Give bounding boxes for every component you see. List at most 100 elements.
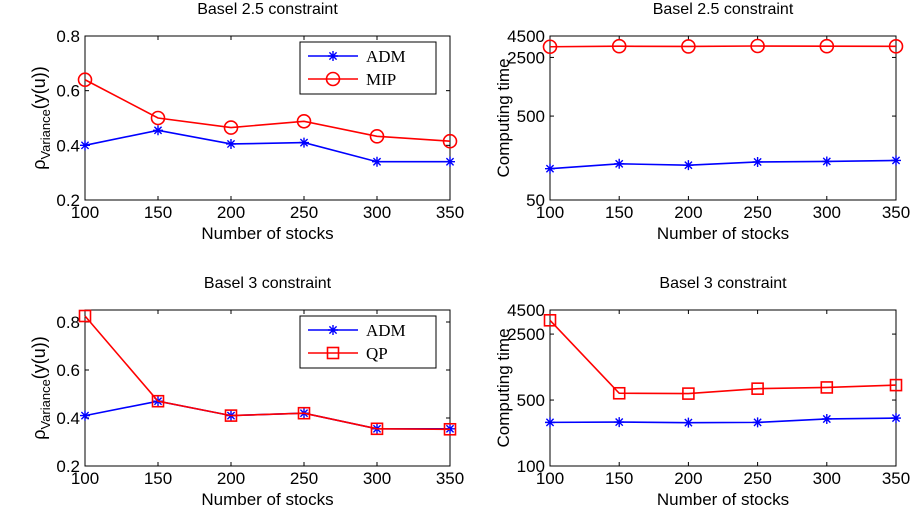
x-tick-label: 200 [217,469,245,488]
data-point [445,156,455,167]
x-tick-label: 100 [71,203,99,222]
y-tick-label: 2500 [507,325,545,344]
series-line [549,319,897,395]
legend-label: ADM [366,321,406,340]
series-mip [77,72,458,149]
x-tick-label: 350 [882,203,910,222]
data-point [752,156,763,167]
series-adm [545,413,901,428]
y-tick-label: 0.6 [56,82,80,101]
data-point [151,394,165,408]
x-tick-label: 150 [605,469,633,488]
data-point [223,120,239,135]
series-line [84,315,451,431]
y-axis-label: Computing time [494,328,513,447]
data-point [297,406,311,420]
data-point [889,378,903,392]
y-axis-label: ρVariance(y(u)) [29,66,53,170]
series-mip [542,38,904,55]
data-point [888,39,904,54]
data-point [821,156,832,167]
y-axis-label-main: ρ [29,160,49,170]
chart-title: Basel 3 constraint [659,275,787,292]
data-point [614,158,625,169]
y-axis-label-tail: (y(u)) [29,336,49,379]
data-point [545,417,555,428]
plot-area [549,309,897,467]
series-adm [80,125,455,167]
y-tick-label: 0.4 [56,409,80,428]
x-tick-label: 250 [290,203,318,222]
y-tick-label: 4500 [507,301,545,320]
legend-marker [328,325,338,335]
x-tick-label: 350 [436,469,464,488]
data-point [821,413,832,424]
x-tick-label: 350 [882,469,910,488]
data-point [750,38,765,54]
series-adm [545,155,901,174]
y-tick-label: 500 [517,391,545,410]
data-point [372,156,382,167]
x-tick-label: 250 [743,469,771,488]
x-tick-label: 200 [217,203,245,222]
x-tick-label: 150 [144,469,172,488]
x-axis-label: Number of stocks [201,224,333,243]
y-tick-label: 500 [517,107,545,126]
data-point [545,163,555,174]
legend-label: QP [366,344,388,363]
data-point [299,137,309,148]
data-point [80,140,90,151]
data-point [77,72,93,88]
series-line [549,159,897,170]
y-tick-label: 0.8 [56,313,80,332]
data-point [226,138,236,149]
chart-panel-2: Basel 2.5 constraint 100 150 200 250 300 350 50… [494,1,910,243]
data-point [224,409,238,422]
y-axis-label-sub: Variance [38,379,53,429]
data-point [369,129,385,144]
chart-title: Basel 2.5 constraint [197,1,338,18]
data-point [683,417,694,428]
x-tick-label: 150 [605,203,633,222]
data-point [80,410,90,421]
data-point [150,110,166,126]
data-point [752,417,763,428]
x-tick-label: 300 [363,469,391,488]
data-point [681,39,696,54]
data-point [612,386,626,400]
y-tick-label: 0.4 [56,136,80,155]
x-tick-label: 150 [144,203,172,222]
x-tick-label: 300 [363,203,391,222]
data-point [542,39,558,55]
y-axis-label-sub: Variance [38,109,53,159]
x-tick-label: 100 [536,469,564,488]
x-tick-label: 100 [536,203,564,222]
legend-label: MIP [366,70,396,89]
data-point [891,413,901,424]
data-point [682,387,695,400]
x-axis-label: Number of stocks [201,490,333,509]
x-tick-label: 200 [674,469,702,488]
series-line [549,417,897,424]
legend-marker [325,71,341,87]
y-axis-label-main: ρ [29,430,49,440]
chart-panel-1: Basel 2.5 constraint 100 150 200 250 300 350 0.… [29,1,464,243]
chart-panel-3: Basel 3 constraint 100 150 200 250 300 350 0.2 0… [29,275,464,509]
x-tick-label: 250 [743,203,771,222]
data-point [891,155,901,166]
y-tick-label: 0.6 [56,361,80,380]
y-tick-label: 2500 [507,48,545,67]
data-point [442,133,458,149]
x-axis-label: Number of stocks [657,490,789,509]
series-line [549,45,897,48]
data-point [819,38,835,54]
chart-panel-4: Basel 3 constraint 100 150 200 250 300 350 100 5… [494,275,910,509]
y-tick-label: 0.8 [56,27,80,46]
plot-area [549,35,897,201]
y-tick-label: 4500 [507,27,545,46]
chart-title: Basel 3 constraint [204,275,332,292]
legend-box [299,41,437,95]
data-point [820,381,834,394]
data-point [78,309,92,323]
